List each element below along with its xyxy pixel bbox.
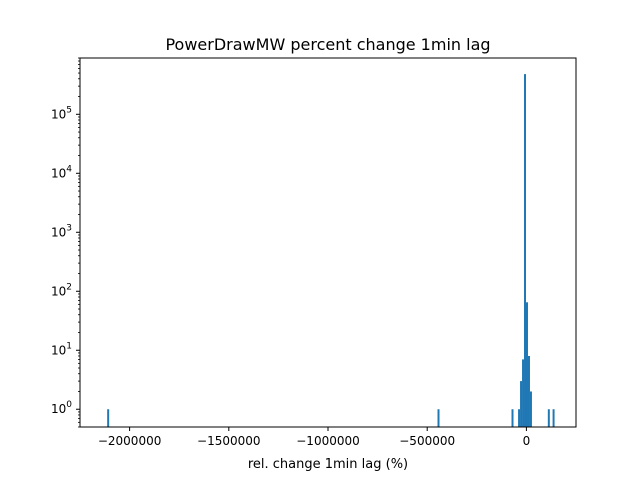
y-tick-label: 104 [51, 164, 72, 180]
bars-group [107, 74, 555, 427]
x-tick-label: 0 [523, 434, 531, 448]
plot-frame [79, 57, 577, 428]
y-tick-label: 101 [51, 341, 72, 357]
histogram-bar [526, 302, 528, 427]
y-tick-label: 103 [51, 223, 72, 239]
y-tick-label: 105 [51, 105, 72, 121]
histogram-bar [107, 409, 110, 427]
chart-title: PowerDrawMW percent change 1min lag [165, 35, 490, 54]
histogram-bar [511, 409, 514, 427]
y-tick-label: 100 [51, 400, 72, 416]
histogram-bar [437, 409, 440, 427]
histogram-bar [529, 391, 532, 427]
histogram-bar [518, 409, 521, 427]
x-tick-label: −2000000 [98, 434, 162, 448]
histogram-bar [547, 409, 550, 427]
x-axis-label: rel. change 1min lag (%) [248, 457, 408, 472]
x-tick-label: −500000 [399, 434, 455, 448]
x-tick-label: −1000000 [296, 434, 360, 448]
y-axis: 100 101 102 103 104 105 [51, 57, 80, 428]
x-axis: −2000000 −1500000 −1000000 −500000 0 [98, 427, 530, 448]
histogram-bar [522, 359, 525, 427]
histogram-bar [527, 355, 530, 427]
histogram-bar [552, 409, 555, 427]
histogram-bar [520, 381, 523, 427]
y-tick-label: 102 [51, 282, 72, 298]
histogram-bar [524, 74, 526, 427]
x-tick-label: −1500000 [197, 434, 261, 448]
